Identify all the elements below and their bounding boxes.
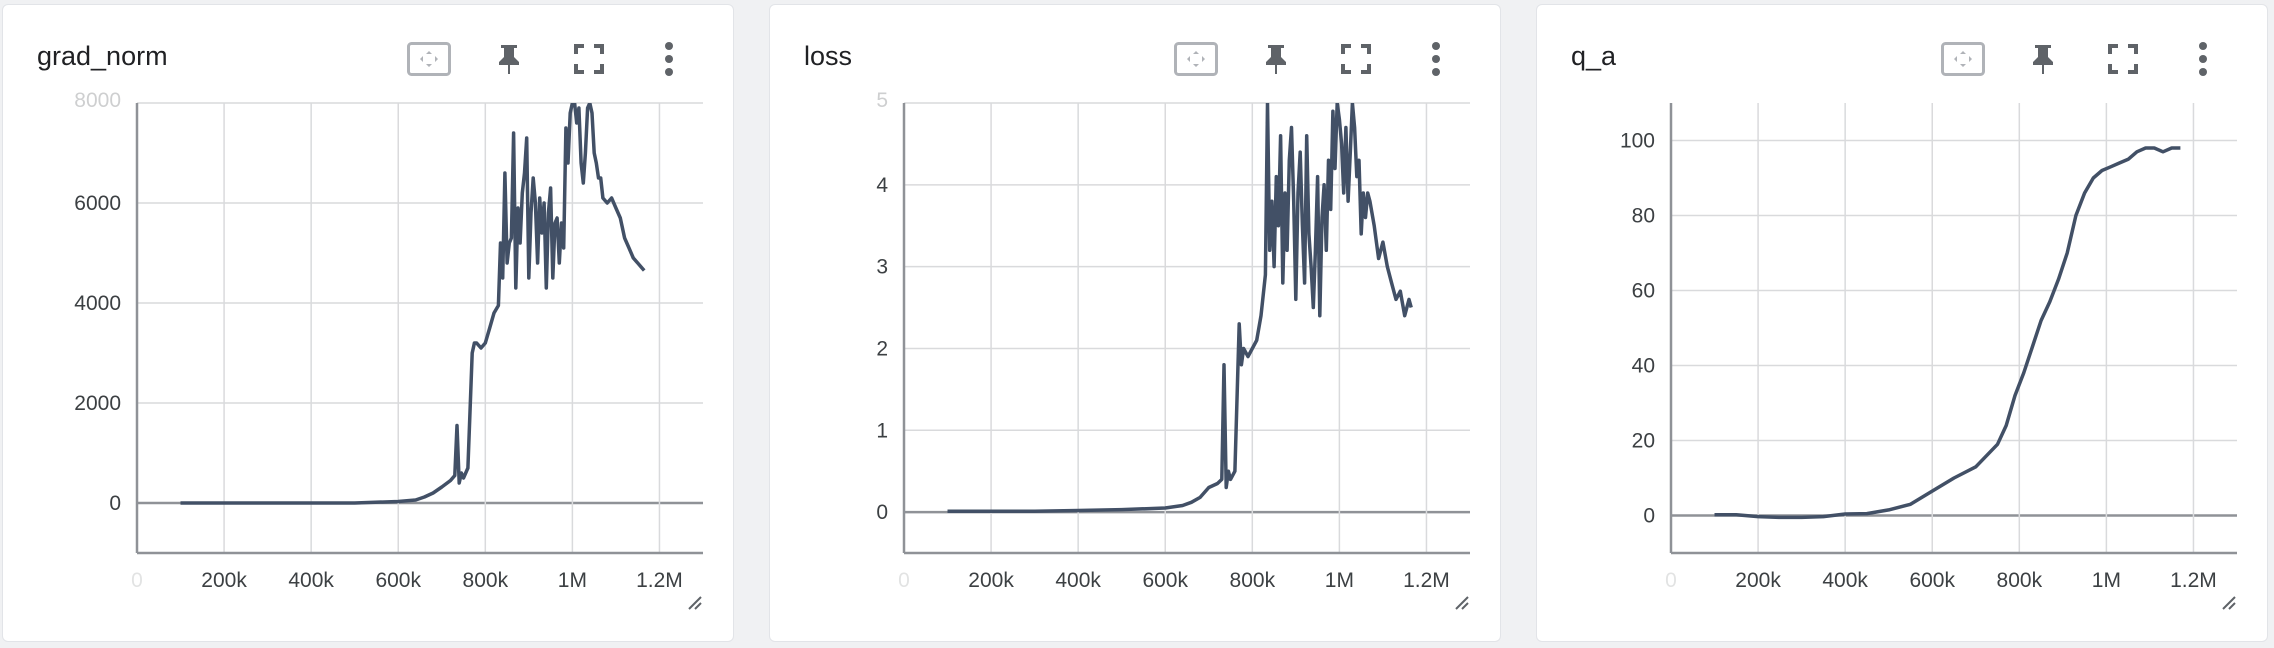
y-tick-label: 4000 — [74, 292, 121, 315]
pin-icon — [499, 45, 519, 74]
more-vert-icon — [2199, 42, 2207, 76]
line-chart: 0 2000 4000 6000 8000 0 200k 400k 600k 800k 1M 1.2M — [74, 89, 703, 592]
grid — [137, 102, 703, 553]
y-tick-label: 100 — [1620, 130, 1655, 153]
grid — [1671, 103, 2237, 553]
more-options-button[interactable] — [1412, 35, 1460, 83]
resize-handle-icon[interactable] — [1450, 591, 1470, 611]
x-tick-label: 400k — [1055, 569, 1101, 592]
pin-button[interactable] — [485, 35, 533, 83]
fit-domain-icon — [1941, 42, 1985, 76]
line-chart: 0 1 2 3 4 5 0 200k 400k 600k 800k 1M 1.2M — [876, 89, 1470, 592]
pin-icon — [2033, 45, 2053, 74]
x-tick-label: 0 — [131, 569, 143, 592]
x-tick-label: 400k — [288, 569, 334, 592]
x-tick-label: 0 — [898, 569, 910, 592]
more-options-button[interactable] — [645, 35, 693, 83]
chart-card-grad-norm: grad_norm 0 2000 4000 6000 8000 0 200k 400k 600k… — [2, 4, 734, 642]
chart-card-loss: loss 0 1 2 3 4 5 0 200k 400k 600k 800k 1M 1.2M — [769, 4, 1501, 642]
pin-icon — [1266, 45, 1286, 74]
chart-toolbar — [1939, 35, 2227, 83]
fit-domain-button[interactable] — [1939, 35, 1987, 83]
chart-toolbar — [1172, 35, 1460, 83]
fullscreen-button[interactable] — [2099, 35, 2147, 83]
fit-domain-icon — [1174, 42, 1218, 76]
more-options-button[interactable] — [2179, 35, 2227, 83]
x-tick-label: 800k — [1230, 569, 1276, 592]
y-tick-label: 0 — [109, 492, 121, 515]
y-tick-label: 60 — [1632, 280, 1655, 303]
y-tick-label: 4 — [876, 174, 888, 197]
pin-button[interactable] — [2019, 35, 2067, 83]
x-tick-label: 0 — [1665, 569, 1677, 592]
x-tick-label: 1M — [2092, 569, 2121, 592]
fit-domain-button[interactable] — [1172, 35, 1220, 83]
fullscreen-icon — [1341, 44, 1371, 74]
x-tick-label: 1M — [558, 569, 587, 592]
series-line — [180, 103, 646, 505]
x-tick-label: 600k — [375, 569, 421, 592]
fullscreen-icon — [2108, 44, 2138, 74]
chart-toolbar — [405, 35, 693, 83]
x-tick-label: 1M — [1325, 569, 1354, 592]
x-tick-label: 800k — [1997, 569, 2043, 592]
x-tick-label: 600k — [1142, 569, 1188, 592]
y-tick-label: 5 — [876, 89, 888, 112]
x-tick-label: 1.2M — [2170, 569, 2217, 592]
fullscreen-button[interactable] — [1332, 35, 1380, 83]
y-tick-label: 80 — [1632, 205, 1655, 228]
chart-title: loss — [804, 41, 853, 71]
chart-card-q-a: q_a 0 20 40 60 80 100 0 200k 400k 600k 800k 1M 1.2M — [1536, 4, 2268, 642]
series-line — [1714, 146, 2181, 520]
y-tick-label: 6000 — [74, 192, 121, 215]
y-tick-label: 20 — [1632, 430, 1655, 453]
x-tick-label: 1.2M — [636, 569, 683, 592]
y-tick-label: 0 — [876, 501, 888, 524]
fit-domain-icon — [407, 42, 451, 76]
y-tick-label: 2000 — [74, 392, 121, 415]
y-tick-label: 1 — [876, 419, 888, 442]
y-tick-label: 3 — [876, 256, 888, 279]
more-vert-icon — [1432, 42, 1440, 76]
x-tick-label: 200k — [201, 569, 247, 592]
x-tick-label: 600k — [1909, 569, 1955, 592]
resize-handle-icon[interactable] — [683, 591, 703, 611]
series-line — [947, 103, 1413, 514]
resize-handle-icon[interactable] — [2217, 591, 2237, 611]
x-tick-label: 200k — [968, 569, 1014, 592]
grid — [904, 102, 1470, 553]
fullscreen-button[interactable] — [565, 35, 613, 83]
chart-title: grad_norm — [37, 41, 168, 71]
fit-domain-button[interactable] — [405, 35, 453, 83]
x-tick-label: 1.2M — [1403, 569, 1450, 592]
more-vert-icon — [665, 42, 673, 76]
y-tick-label: 8000 — [74, 89, 121, 112]
y-tick-label: 0 — [1643, 505, 1655, 528]
y-tick-label: 2 — [876, 337, 888, 360]
line-chart: 0 20 40 60 80 100 0 200k 400k 600k 800k 1M 1.2M — [1620, 103, 2237, 592]
x-tick-label: 800k — [463, 569, 509, 592]
chart-title: q_a — [1571, 41, 1617, 71]
y-tick-label: 40 — [1632, 355, 1655, 378]
x-tick-label: 200k — [1735, 569, 1781, 592]
x-tick-label: 400k — [1822, 569, 1868, 592]
pin-button[interactable] — [1252, 35, 1300, 83]
fullscreen-icon — [574, 44, 604, 74]
